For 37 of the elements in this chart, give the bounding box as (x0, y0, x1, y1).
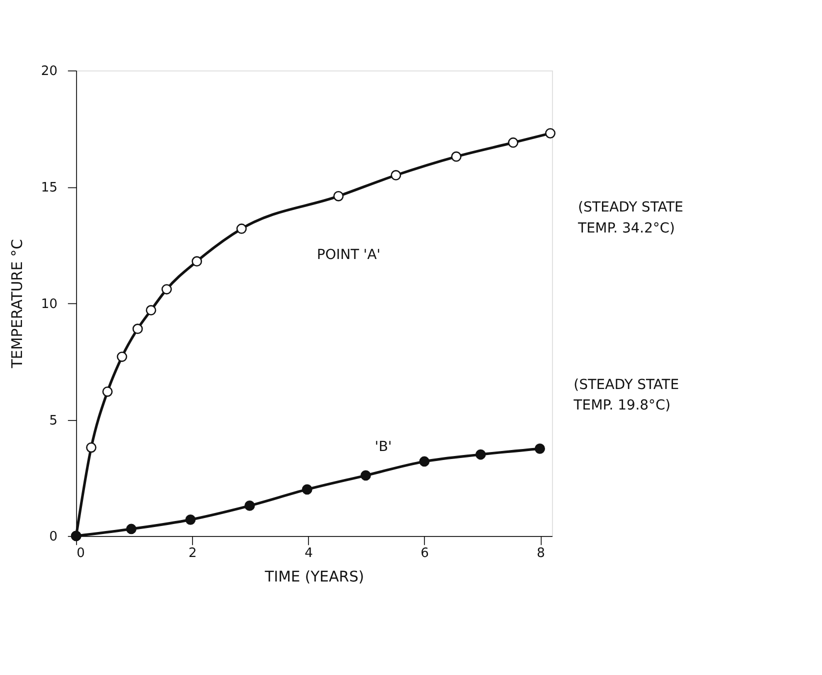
point (185, 514, 196, 525)
y-tick-label: 10 (41, 296, 58, 312)
point (390, 170, 402, 180)
point (161, 284, 172, 294)
point (236, 224, 247, 234)
y-tick-label: 15 (41, 180, 58, 196)
annotation: 'B' (374, 439, 392, 456)
point (302, 484, 312, 495)
y-tick-label: 20 (41, 64, 58, 80)
point (192, 256, 202, 267)
point (451, 151, 462, 162)
point (419, 456, 430, 467)
point (244, 500, 255, 511)
point (545, 128, 556, 138)
y-tick-label: 5 (49, 413, 58, 428)
x-tick-label: 6 (420, 546, 429, 562)
point (86, 442, 96, 453)
x-axis-title: TIME (YEARS) (264, 568, 364, 586)
text: (STEADY STATE TEMP. 19.8°C) (572, 376, 679, 414)
point (333, 190, 344, 202)
x-tick-label: 4 (304, 546, 313, 562)
point (534, 444, 546, 454)
y-tick-label: 0 (49, 530, 58, 545)
point (116, 352, 128, 362)
annotation: POINT 'A' (316, 247, 380, 264)
point (132, 324, 143, 334)
point (146, 305, 156, 316)
point (475, 449, 486, 460)
x-tick-label: 8 (536, 546, 545, 562)
point (508, 137, 518, 148)
x-tick-label: 2 (188, 546, 197, 562)
x-tick-label: 0 (76, 546, 85, 562)
y-axis-title: TEMPERATURE °C (8, 239, 26, 370)
point (360, 470, 371, 481)
text: (STEADY STATE TEMP. 34.2°C) (576, 200, 684, 236)
point (126, 524, 136, 534)
point (102, 386, 113, 397)
